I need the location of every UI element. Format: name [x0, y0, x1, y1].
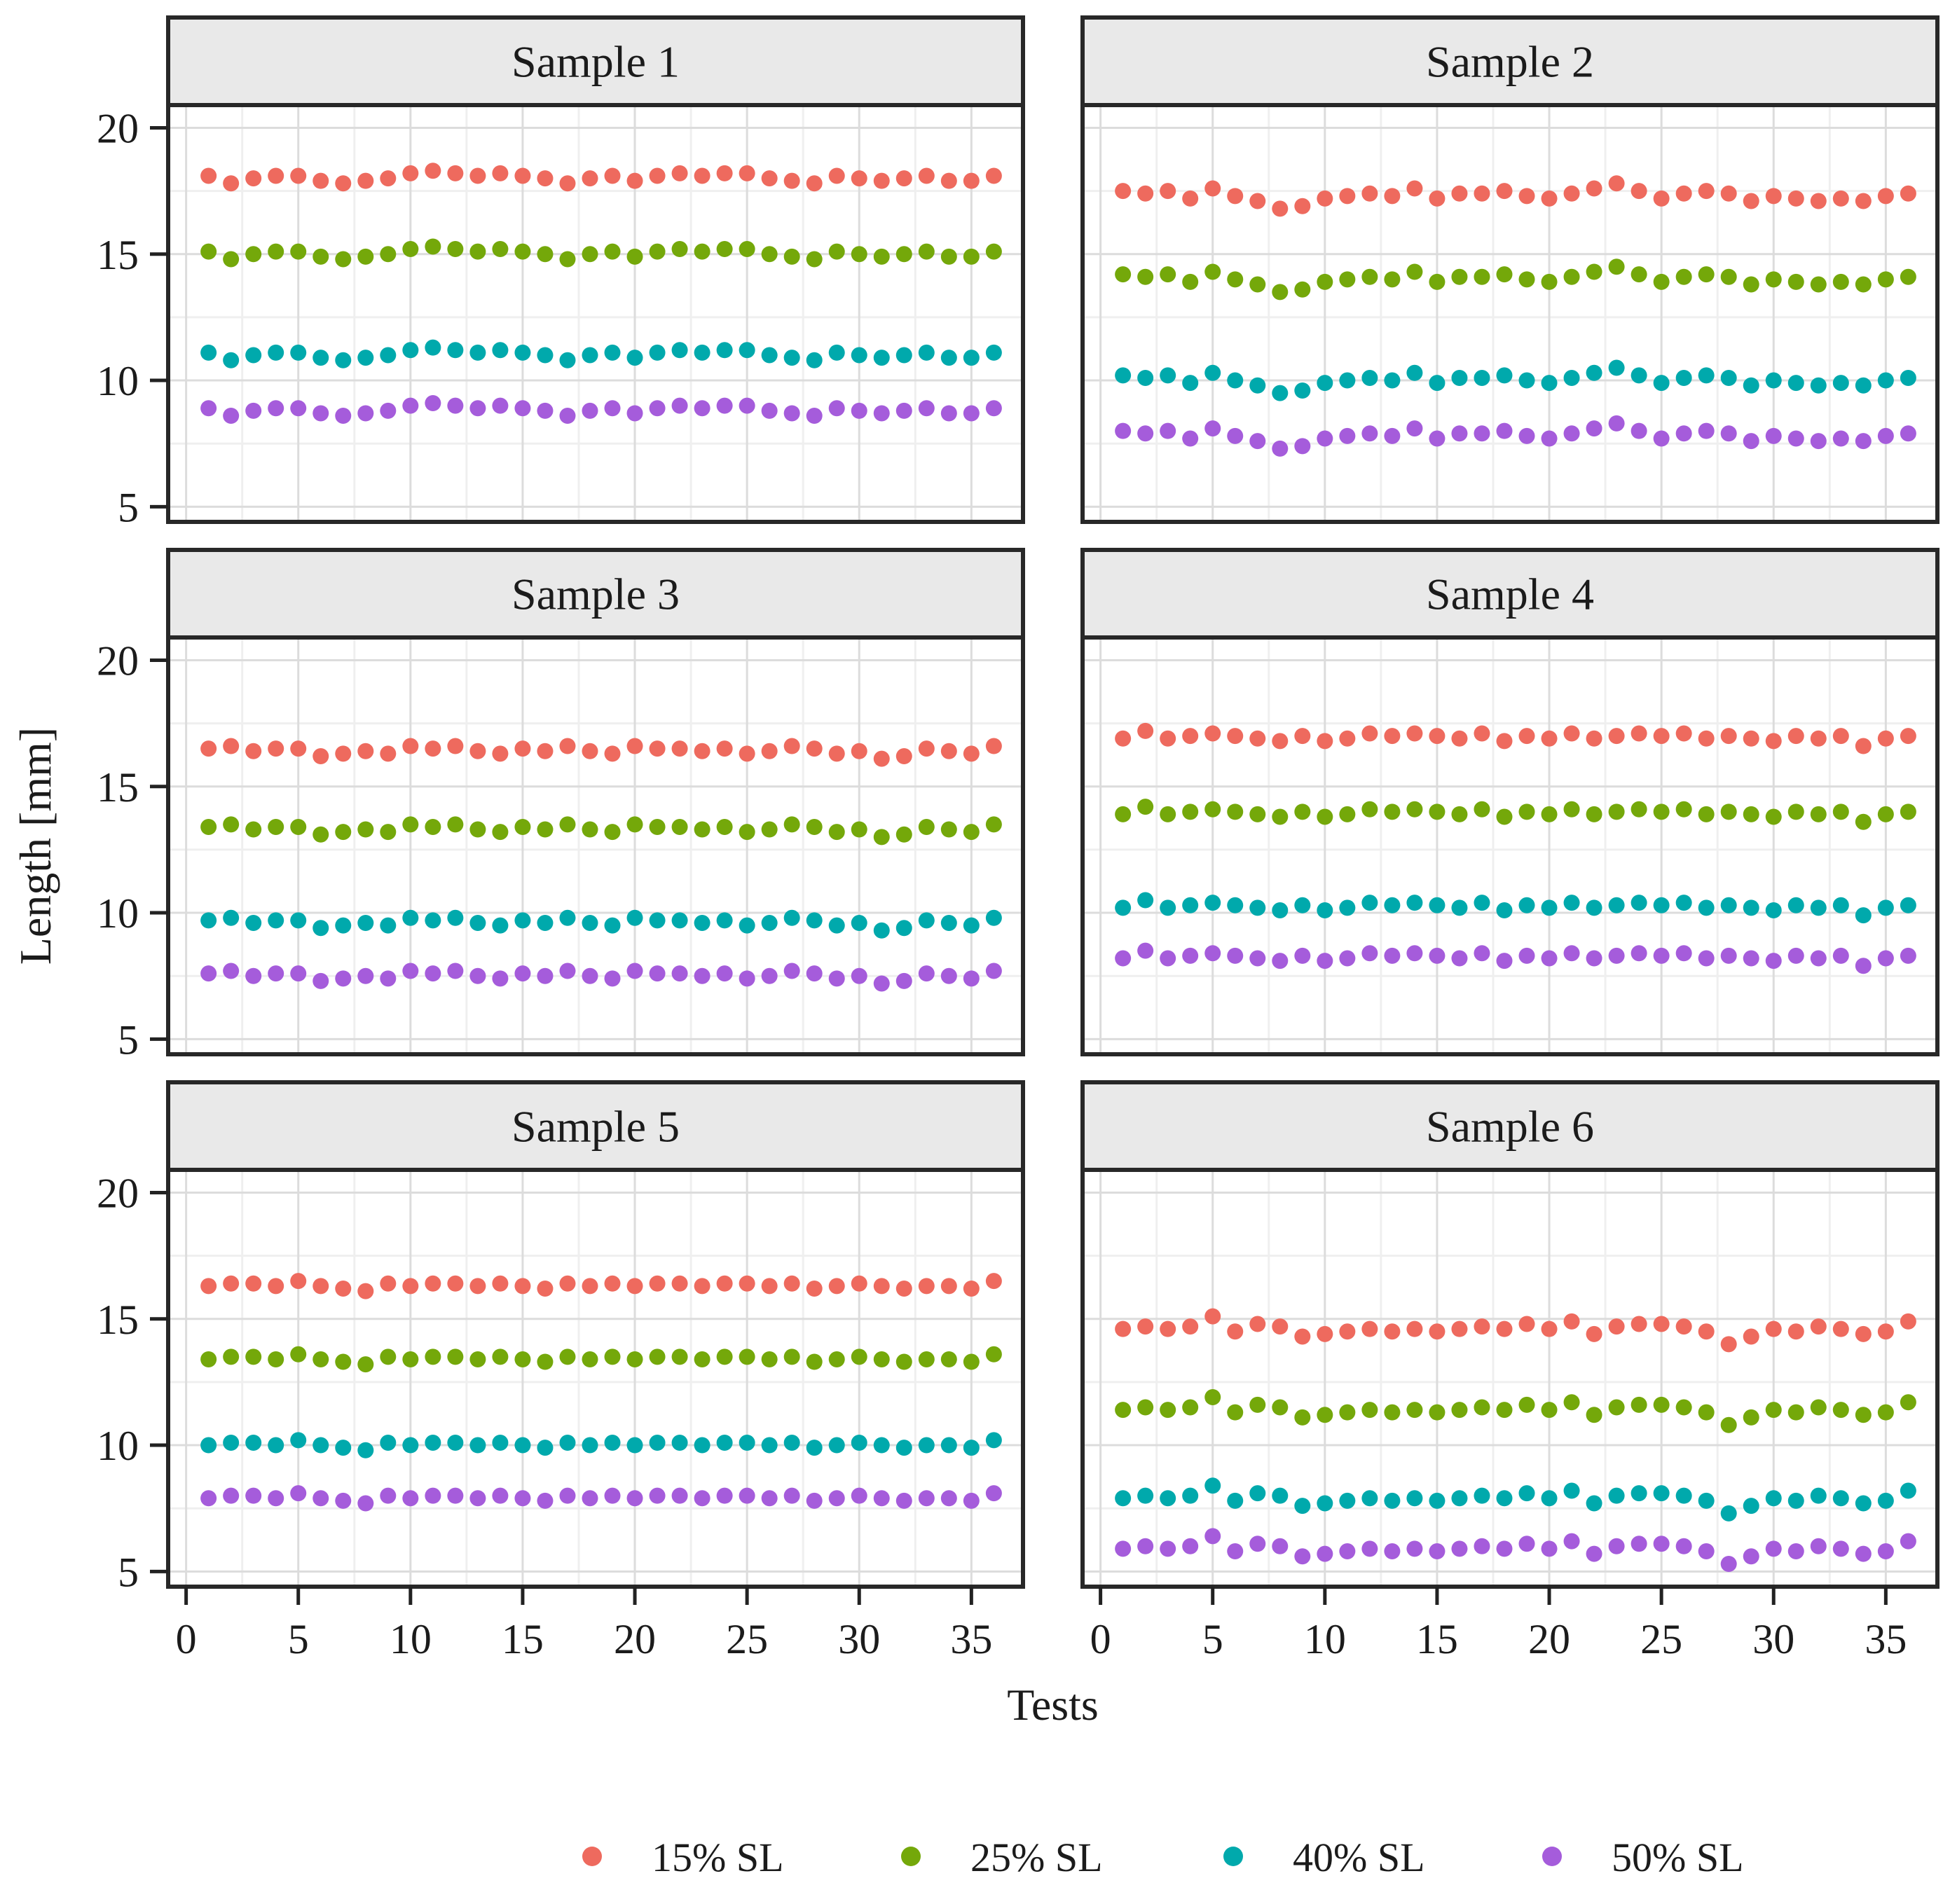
legend-label: 15% SL: [652, 1835, 784, 1880]
y-tick-label: 5: [118, 1016, 139, 1063]
plot-area: [1083, 1170, 1937, 1587]
gridlines: [1083, 1170, 1937, 1587]
y-tick-label: 10: [97, 890, 139, 937]
40-sl-dot-icon: [1223, 1847, 1243, 1866]
facet-title: Sample 5: [512, 1102, 680, 1152]
legend-label: 40% SL: [1293, 1835, 1425, 1880]
x-tick-label: 10: [390, 1616, 432, 1662]
legend-label: 50% SL: [1612, 1835, 1744, 1880]
x-tick-label: 35: [1865, 1616, 1907, 1662]
x-tick-label: 0: [176, 1616, 197, 1662]
x-tick-label: 35: [950, 1616, 992, 1662]
plot-area: [168, 637, 1023, 1054]
legend-item-40-sl: 40% SL: [1223, 1835, 1425, 1880]
facet-title: Sample 3: [512, 570, 680, 619]
x-tick-label: 10: [1304, 1616, 1346, 1662]
series-15-sl-points: [1115, 1308, 1916, 1353]
plot-area: [1083, 105, 1937, 522]
25-sl-dot-icon: [901, 1847, 921, 1866]
x-axis-title: Tests: [1007, 1680, 1099, 1730]
series-25-sl-points: [200, 1346, 1002, 1373]
panel-sample-3: Sample 3: [166, 548, 1025, 1056]
panel-sample-1: Sample 1: [166, 15, 1025, 524]
x-tick-label: 15: [1416, 1616, 1458, 1662]
y-tick-label: 5: [118, 1549, 139, 1595]
y-tick-label: 20: [97, 105, 139, 151]
facet-header: [166, 1080, 1025, 1172]
y-tick-label: 10: [97, 1423, 139, 1469]
y-tick-label: 20: [97, 637, 139, 684]
series-25-sl-points: [1115, 799, 1916, 830]
series-50-sl-points: [1115, 415, 1916, 457]
plot-area: [168, 105, 1023, 522]
y-tick-label: 10: [97, 358, 139, 404]
legend-item-15-sl: 15% SL: [582, 1835, 784, 1880]
legend-item-50-sl: 50% SL: [1542, 1835, 1744, 1880]
facet-header: [1080, 1080, 1939, 1172]
facet-header: [166, 548, 1025, 640]
y-tick-label: 15: [97, 764, 139, 810]
series-15-sl-points: [1115, 722, 1916, 754]
series-40-sl-points: [1115, 359, 1916, 401]
facet-title: Sample 2: [1426, 37, 1594, 87]
series-40-sl-points: [1115, 892, 1916, 924]
series-50-sl-points: [200, 395, 1002, 425]
y-tick-label: 15: [97, 1297, 139, 1343]
y-axis: 20 15 10 5 20 15 10 5 20 15 10 5: [97, 105, 168, 1595]
x-tick-label: 5: [1202, 1616, 1223, 1662]
series-50-sl-points: [200, 1485, 1002, 1512]
plot-area: [1083, 637, 1937, 1054]
facet-header: [166, 15, 1025, 107]
series-25-sl-points: [1115, 1389, 1916, 1433]
x-tick-label: 30: [1752, 1616, 1794, 1662]
facet-title: Sample 4: [1426, 570, 1594, 619]
gridlines: [1083, 637, 1937, 1054]
series-15-sl-points: [1115, 175, 1916, 217]
series-25-sl-points: [200, 238, 1002, 268]
series-50-sl-points: [1115, 942, 1916, 974]
panel-sample-6: Sample 6: [1080, 1080, 1939, 1589]
series-40-sl-points: [200, 909, 1002, 939]
series-15-sl-points: [200, 163, 1002, 192]
series-40-sl-points: [200, 1432, 1002, 1458]
series-15-sl-points: [200, 738, 1002, 767]
series-50-sl-points: [200, 963, 1002, 992]
facet-header: [1080, 548, 1939, 640]
legend: 15% SL 25% SL 40% SL 50% SL: [582, 1835, 1744, 1880]
x-tick-label: 5: [288, 1616, 309, 1662]
panel-sample-2: Sample 2: [1080, 15, 1939, 524]
series-25-sl-points: [200, 816, 1002, 846]
series-25-sl-points: [1115, 258, 1916, 301]
15-sl-dot-icon: [582, 1847, 602, 1866]
facet-title: Sample 6: [1426, 1102, 1594, 1152]
legend-item-25-sl: 25% SL: [901, 1835, 1103, 1880]
legend-label: 25% SL: [970, 1835, 1103, 1880]
x-tick-label: 15: [502, 1616, 544, 1662]
plot-area: [168, 1170, 1023, 1587]
series-40-sl-points: [200, 339, 1002, 368]
series-15-sl-points: [200, 1273, 1002, 1299]
x-tick-label: 20: [1528, 1616, 1570, 1662]
x-tick-label: 25: [1640, 1616, 1682, 1662]
series-40-sl-points: [1115, 1477, 1916, 1522]
series-50-sl-points: [1115, 1528, 1916, 1573]
50-sl-dot-icon: [1542, 1847, 1562, 1866]
x-tick-label: 0: [1090, 1616, 1111, 1662]
x-tick-label: 25: [726, 1616, 768, 1662]
panel-sample-5: Sample 5: [166, 1080, 1025, 1589]
x-tick-label: 30: [838, 1616, 880, 1662]
y-axis-title: Length [mm]: [11, 727, 60, 965]
gridlines: [168, 637, 1023, 1054]
x-tick-label: 20: [614, 1616, 656, 1662]
facet-header: [1080, 15, 1939, 107]
facet-title: Sample 1: [512, 37, 680, 87]
y-tick-label: 20: [97, 1170, 139, 1216]
y-tick-label: 5: [118, 484, 139, 530]
y-tick-label: 15: [97, 232, 139, 278]
x-axis: 0 5 10 15 20 25 30 35 0 5 10 15 20 25 30 35: [176, 1587, 1907, 1662]
panel-sample-4: Sample 4: [1080, 548, 1939, 1056]
